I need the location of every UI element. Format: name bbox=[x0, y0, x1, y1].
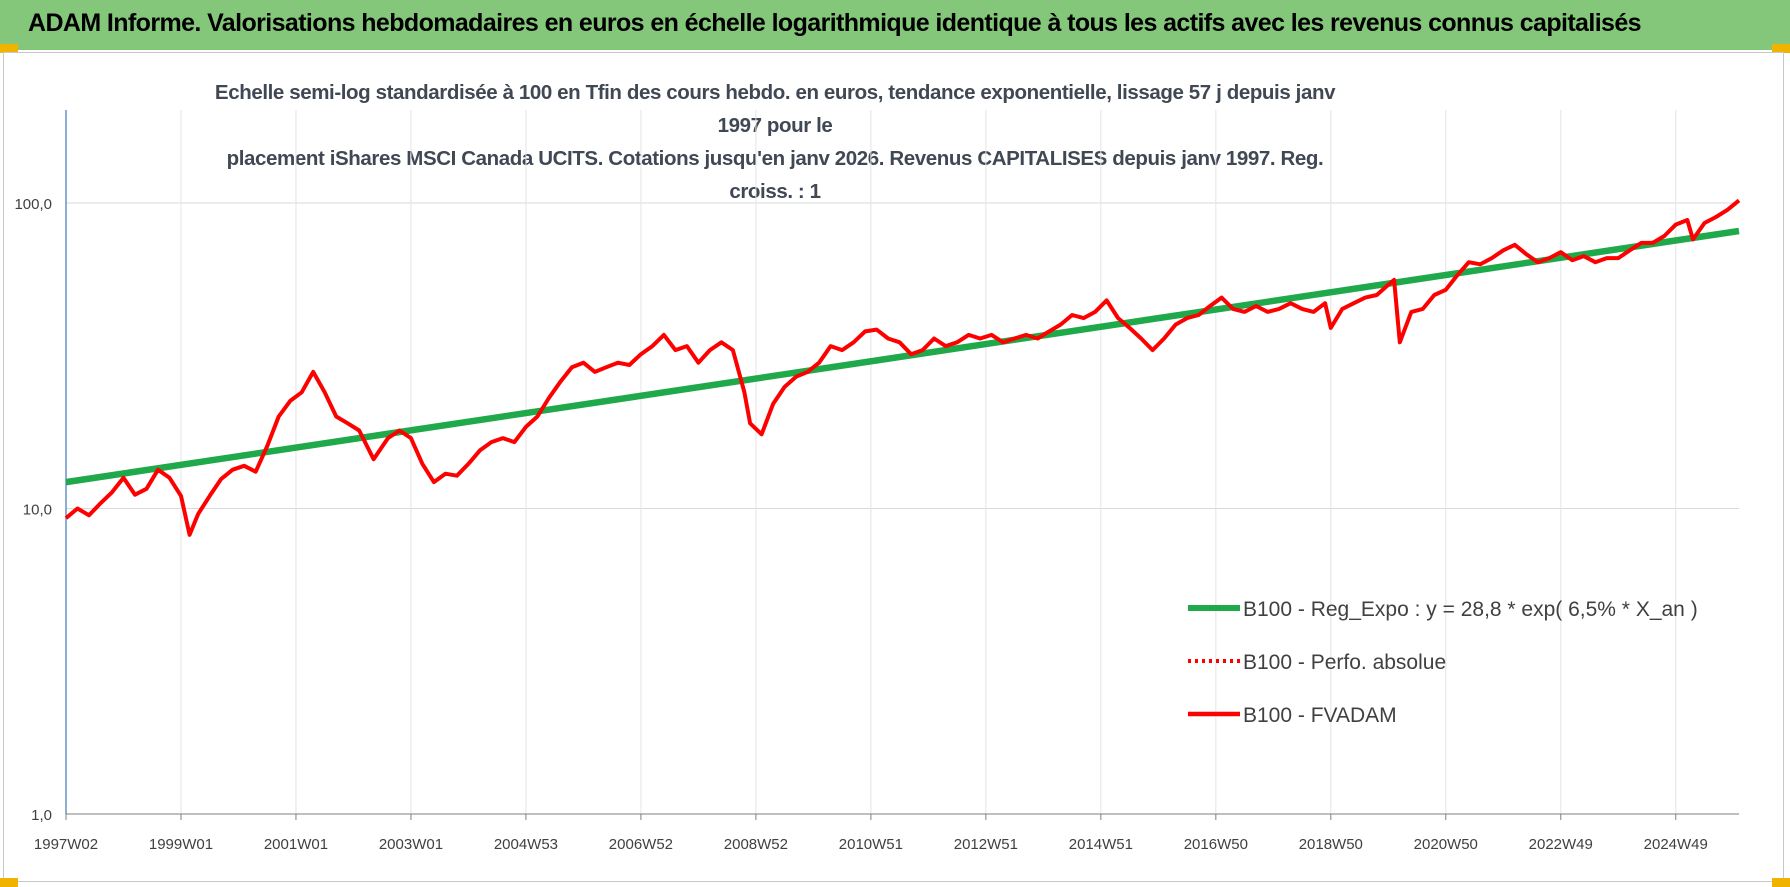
x-tick-label: 2014W51 bbox=[1069, 836, 1133, 853]
corner-mark-bottom-left bbox=[0, 878, 18, 887]
title-banner: ADAM Informe. Valorisations hebdomadaire… bbox=[0, 0, 1790, 50]
chart-frame bbox=[3, 52, 1784, 882]
x-tick-label: 1997W02 bbox=[34, 836, 98, 853]
x-tick-label: 2012W51 bbox=[954, 836, 1018, 853]
chart-title-line-1: Echelle semi-log standardisée à 100 en T… bbox=[214, 81, 1336, 137]
x-tick-label: 2008W52 bbox=[724, 836, 788, 853]
y-tick-label: 1,0 bbox=[31, 807, 52, 824]
x-tick-label: 2003W01 bbox=[379, 836, 443, 853]
legend-label-perfo: B100 - Perfo. absolue bbox=[1243, 651, 1446, 674]
corner-mark-right bbox=[1772, 44, 1790, 53]
x-tick-label: 2022W49 bbox=[1529, 836, 1593, 853]
chart-title-line-2: placement iShares MSCI Canada UCITS. Cot… bbox=[226, 147, 1324, 203]
x-tick-label: 2016W50 bbox=[1184, 836, 1248, 853]
legend-label-fvadam: B100 - FVADAM bbox=[1243, 704, 1397, 727]
x-tick-label: 2006W52 bbox=[609, 836, 673, 853]
x-tick-label: 1999W01 bbox=[149, 836, 213, 853]
banner-title: ADAM Informe. Valorisations hebdomadaire… bbox=[28, 9, 1642, 37]
x-tick-label: 2024W49 bbox=[1644, 836, 1708, 853]
legend-label-reg-expo: B100 - Reg_Expo : y = 28,8 * exp( 6,5% *… bbox=[1243, 598, 1698, 621]
x-tick-label: 2004W53 bbox=[494, 836, 558, 853]
y-tick-label: 100,0 bbox=[14, 196, 52, 213]
corner-mark-left bbox=[0, 44, 18, 53]
series-line-fvadam bbox=[64, 198, 1741, 537]
x-tick-label: 2018W50 bbox=[1299, 836, 1363, 853]
series-line-reg-expo bbox=[65, 227, 1740, 486]
corner-mark-bottom-right bbox=[1772, 878, 1790, 887]
y-tick-label: 10,0 bbox=[23, 502, 52, 519]
x-tick-label: 2010W51 bbox=[839, 836, 903, 853]
chart-title: Echelle semi-log standardisée à 100 en T… bbox=[200, 76, 1350, 208]
x-tick-label: 2020W50 bbox=[1414, 836, 1478, 853]
x-tick-label: 2001W01 bbox=[264, 836, 328, 853]
